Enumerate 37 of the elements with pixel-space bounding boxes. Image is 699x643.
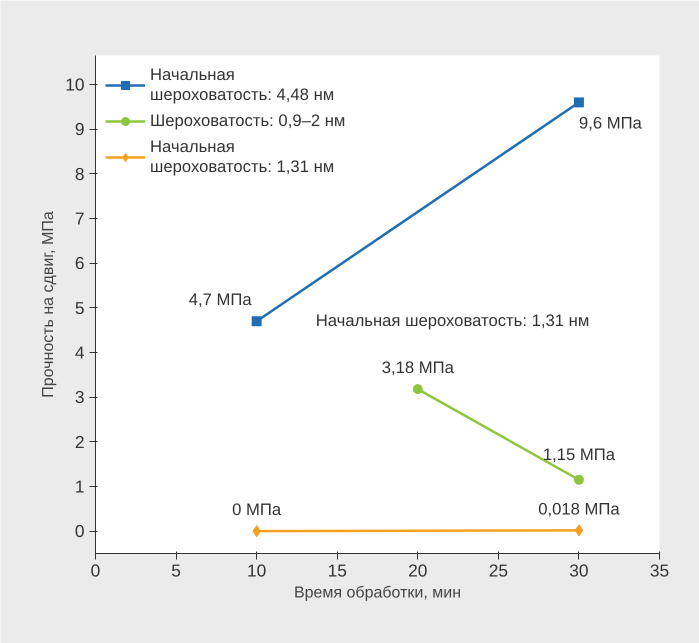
point — [574, 474, 584, 485]
data-label: 1,15 МПа — [542, 444, 616, 464]
point — [574, 524, 584, 536]
y-axis-title: Прочность на сдвиг, МПа — [40, 211, 58, 398]
x-tick-label: 30 — [569, 560, 589, 580]
data-label: 9,6 МПа — [578, 113, 643, 132]
y-tick-label: 7 — [74, 208, 85, 229]
x-tick-label: 0 — [90, 560, 100, 580]
y-tick-label: 5 — [74, 298, 85, 318]
y-tick-label: 9 — [74, 119, 85, 140]
point — [252, 525, 261, 538]
x-axis-title: Время обработки, мин — [294, 584, 462, 602]
data-label: 3,18 МПа — [382, 358, 455, 378]
y-tick-label: 8 — [74, 164, 85, 184]
legend-label: Начальная шероховатость: 4,48 нм — [150, 65, 334, 105]
y-tick-label: 3 — [74, 387, 85, 408]
y-tick-label: 4 — [74, 342, 85, 363]
point — [252, 316, 262, 326]
y-tick-label: 6 — [74, 253, 85, 274]
x-tick-label: 5 — [171, 560, 181, 580]
legend-label: Начальная шероховатость: 1,31 нм — [150, 137, 334, 177]
y-tick-label: 10 — [65, 74, 85, 95]
point — [574, 97, 584, 108]
y-tick-label: 0 — [74, 521, 85, 542]
x-tick-label: 15 — [328, 560, 347, 580]
legend-label: Шероховатость: 0,9–2 нм — [150, 111, 346, 131]
y-tick-label: 1 — [74, 476, 85, 497]
point — [412, 384, 423, 394]
data-label: 4,7 МПа — [188, 290, 252, 310]
x-tick-label: 35 — [650, 560, 670, 580]
x-tick-label: 20 — [408, 560, 428, 580]
x-tick-label: 25 — [488, 560, 508, 580]
data-label: 0 МПа — [232, 500, 282, 520]
y-tick-label: 2 — [74, 432, 85, 452]
x-tick-label: 10 — [247, 560, 266, 580]
annotation: Начальная шероховатость: 1,31 нм — [316, 311, 590, 330]
data-label: 0,018 МПа — [538, 499, 620, 518]
